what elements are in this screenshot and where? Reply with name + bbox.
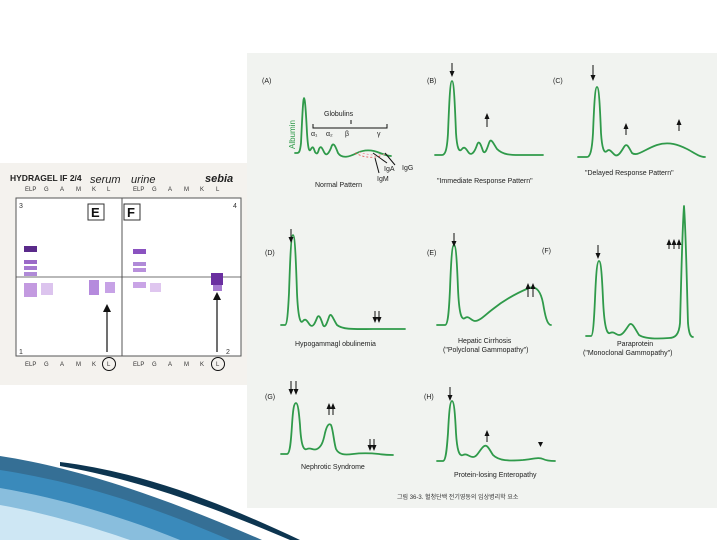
corner-1: 1 bbox=[19, 349, 23, 356]
panel-h-letter: (H) bbox=[424, 394, 434, 401]
panel-e-curve bbox=[436, 244, 552, 326]
top-lane-label: A bbox=[168, 187, 172, 193]
panel-e-caption-1: Hepatic Cirrhosis bbox=[458, 338, 512, 345]
panel-g-caption: Nephrotic Syndrome bbox=[301, 464, 365, 471]
panel-h-small-marker bbox=[538, 442, 543, 447]
corner-2: 2 bbox=[226, 349, 230, 356]
top-lane-label: K bbox=[200, 187, 204, 193]
alpha2-label: α₂ bbox=[326, 131, 333, 138]
top-lane-label: L bbox=[107, 187, 111, 193]
igg-pointer bbox=[384, 152, 396, 166]
bottom-lane-label: ELP bbox=[25, 362, 36, 368]
urine-elp-bands bbox=[133, 249, 146, 288]
top-lane-label: G bbox=[152, 187, 157, 193]
bottom-lane-label: M bbox=[184, 362, 189, 368]
box-e bbox=[87, 203, 105, 221]
top-lane-label: G bbox=[44, 187, 49, 193]
panel-d-hypogammaglobulinemia: (D) Hypogammagl obulinemia bbox=[265, 229, 406, 348]
serum-l-arrow bbox=[103, 304, 111, 352]
top-lane-label: ELP bbox=[133, 187, 144, 193]
electrophoresis-gel-photo: HYDRAGEL IF 2/4 serum urine sebia ELP G A M… bbox=[0, 163, 259, 385]
top-lane-label: K bbox=[92, 187, 96, 193]
serum-l-circle bbox=[102, 357, 116, 371]
panel-a-normal-pattern: (A) Albumin Globulins α₁ α₂ β γ IgA IgG … bbox=[262, 78, 413, 189]
panel-b-letter: (B) bbox=[427, 78, 436, 85]
panel-g-curve bbox=[280, 402, 394, 456]
bottom-lane-label: G bbox=[44, 362, 49, 368]
panel-c-curve bbox=[577, 86, 706, 158]
panel-c-letter: (C) bbox=[553, 78, 563, 85]
panel-e-caption-2: ("Polyclonal Gammopathy") bbox=[443, 347, 529, 354]
iga-label: IgA bbox=[384, 166, 395, 173]
albumin-label: Albumin bbox=[288, 120, 297, 149]
panel-b-caption: "Immediate Response Pattern" bbox=[437, 178, 533, 185]
bottom-lane-label: A bbox=[60, 362, 64, 368]
panel-c-delayed-response: (C) "Delayed Response Pattern" bbox=[553, 65, 706, 177]
panel-h-caption: Protein-losing Enteropathy bbox=[454, 472, 537, 479]
serum-elp-bands bbox=[24, 246, 37, 297]
panel-d-caption: Hypogammagl obulinemia bbox=[295, 341, 376, 348]
bottom-lane-label: K bbox=[92, 362, 96, 368]
panel-g-nephrotic-syndrome: (G) Nephrotic Syndrome bbox=[265, 381, 394, 471]
urine-l-arrow bbox=[213, 292, 221, 352]
corner-4: 4 bbox=[233, 203, 237, 210]
spep-patterns-figure: (A) Albumin Globulins α₁ α₂ β γ IgA IgG … bbox=[247, 53, 717, 508]
urine-label: urine bbox=[131, 174, 155, 186]
bottom-lane-label: L bbox=[107, 362, 111, 368]
paraprotein-curve bbox=[585, 205, 694, 340]
urine-l-circle bbox=[211, 357, 225, 371]
panel-c-caption: "Delayed Response Pattern" bbox=[585, 170, 674, 177]
panel-d-letter: (D) bbox=[265, 250, 275, 257]
panel-h-curve bbox=[436, 400, 556, 462]
panel-h-protein-losing-enteropathy: (H) Protein-losing Enteropathy bbox=[424, 387, 556, 479]
beta-label: β bbox=[345, 131, 349, 138]
panel-e-hepatic-cirrhosis: (E) Hepatic Cirrhosis ("Polyclonal Gammo… bbox=[427, 233, 552, 354]
globulins-bracket bbox=[312, 124, 388, 129]
gel-title: HYDRAGEL IF 2/4 bbox=[10, 173, 82, 183]
bottom-lane-labels: ELP G A M K L ELP G A M K L bbox=[25, 362, 220, 368]
serum-ig-bands bbox=[41, 280, 115, 295]
bottom-lane-label: ELP bbox=[133, 362, 144, 368]
top-lane-label: ELP bbox=[25, 187, 36, 193]
panel-a-curve bbox=[294, 97, 392, 158]
igg-label: IgG bbox=[402, 165, 413, 172]
top-lane-label: L bbox=[216, 187, 220, 193]
panel-g-letter: (G) bbox=[265, 394, 275, 401]
bottom-lane-label: G bbox=[152, 362, 157, 368]
box-f bbox=[123, 203, 141, 221]
top-lane-labels: ELP G A M K L ELP G A M K L bbox=[25, 187, 220, 193]
bottom-lane-label: M bbox=[76, 362, 81, 368]
corner-3: 3 bbox=[19, 203, 23, 210]
brand-logo: sebia bbox=[205, 173, 233, 185]
igm-pointer bbox=[374, 157, 380, 174]
panel-b-immediate-response: (B) "Immediate Response Pattern" bbox=[427, 63, 544, 185]
panel-b-curve bbox=[434, 80, 544, 156]
panel-f-letter: (F) bbox=[542, 248, 551, 255]
iga-pointer bbox=[372, 152, 388, 164]
serum-label: serum bbox=[90, 174, 121, 186]
panel-e-letter: (E) bbox=[427, 250, 436, 257]
bottom-lane-label: A bbox=[168, 362, 172, 368]
paraprotein-caption-1: Paraprotein bbox=[617, 341, 653, 348]
figure-caption: 그림 36-3. 혈청단백 전기영동의 임상병리학 요소 bbox=[397, 493, 519, 501]
igm-label: IgM bbox=[377, 176, 389, 183]
gamma-label: γ bbox=[377, 131, 381, 138]
box-f-label: F bbox=[127, 205, 135, 220]
globulins-label: Globulins bbox=[324, 111, 354, 118]
top-lane-label: M bbox=[184, 187, 189, 193]
bottom-lane-label: L bbox=[216, 362, 220, 368]
panel-a-caption: Normal Pattern bbox=[315, 182, 362, 189]
alpha1-label: α₁ bbox=[311, 131, 318, 138]
box-e-label: E bbox=[91, 205, 100, 220]
bottom-lane-label: K bbox=[200, 362, 204, 368]
top-lane-label: M bbox=[76, 187, 81, 193]
panel-paraprotein: Paraprotein ("Monoclonal Gammopathy") bbox=[583, 205, 694, 357]
top-lane-label: A bbox=[60, 187, 64, 193]
panel-a-letter: (A) bbox=[262, 78, 271, 85]
paraprotein-caption-2: ("Monoclonal Gammopathy") bbox=[583, 350, 672, 357]
urine-ig-bands bbox=[150, 273, 223, 292]
